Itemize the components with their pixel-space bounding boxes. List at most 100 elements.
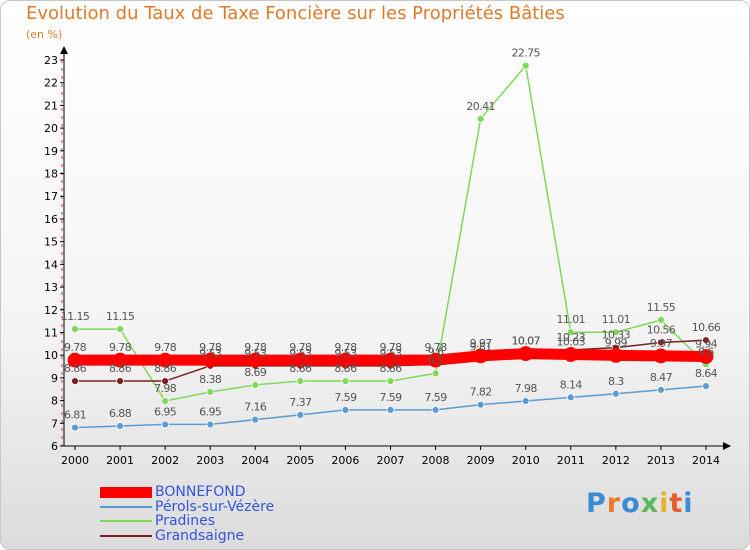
data-label: 8.14 — [560, 378, 583, 391]
legend-label: Grandsaigne — [155, 527, 245, 544]
series-point — [566, 393, 575, 402]
logo-letter: r — [606, 488, 622, 519]
data-label: 9.78 — [64, 341, 87, 354]
series-point — [296, 377, 305, 385]
y-tick-label: 11 — [44, 326, 58, 339]
series-point — [657, 316, 665, 324]
series-point — [653, 348, 669, 364]
data-label: 6.95 — [154, 405, 177, 418]
series-point — [566, 328, 575, 337]
logo-letter: i — [683, 488, 694, 519]
legend-label: Pradines — [155, 513, 216, 529]
series-point — [428, 352, 443, 368]
series-point — [71, 423, 79, 432]
series-point — [296, 410, 305, 419]
series-point — [251, 415, 260, 424]
data-label: 8.86 — [334, 362, 357, 375]
series-point — [521, 61, 530, 70]
data-label: 9.94 — [695, 338, 718, 351]
series-point — [563, 347, 579, 362]
data-label: 7.98 — [154, 382, 177, 395]
logo-letter: t — [669, 488, 684, 519]
y-tick-label: 20 — [44, 122, 58, 135]
data-label: 7.98 — [515, 382, 538, 395]
y-tick-label: 21 — [44, 99, 58, 112]
logo-letter: o — [621, 488, 641, 519]
data-label: 9.78 — [379, 341, 402, 354]
series-point — [698, 349, 714, 364]
data-label: 9.97 — [650, 337, 673, 350]
data-label: 9.53 — [289, 347, 312, 360]
data-label: 8.86 — [289, 362, 312, 375]
data-label: 7.59 — [334, 391, 357, 404]
data-label: 9.99 — [605, 336, 628, 349]
data-label: 10.33 — [602, 329, 631, 342]
series-point — [116, 422, 124, 430]
series-point — [386, 405, 395, 414]
x-tick-label: 2012 — [602, 454, 630, 467]
series-point — [608, 348, 624, 363]
data-label: 8.3 — [608, 375, 624, 388]
series-point — [611, 389, 620, 398]
y-tick-label: 12 — [44, 304, 58, 317]
data-label: 11.55 — [647, 301, 676, 314]
y-tick-label: 10 — [44, 349, 58, 362]
data-label: 9.2 — [428, 354, 444, 367]
series-point — [116, 325, 124, 333]
series-point — [292, 352, 308, 368]
series-point — [112, 352, 128, 368]
legend-swatch — [100, 520, 152, 522]
data-label: 7.37 — [289, 396, 312, 409]
series-point — [341, 405, 350, 414]
x-tick-label: 2003 — [196, 454, 224, 467]
data-label: 8.86 — [64, 362, 87, 375]
data-label: 9.81 — [470, 340, 492, 353]
x-tick-label: 2011 — [557, 454, 585, 467]
y-tick-label: 14 — [44, 258, 58, 271]
x-tick-label: 2007 — [377, 454, 405, 467]
y-tick-label: 17 — [44, 190, 58, 203]
data-label: 20.41 — [466, 100, 495, 113]
y-tick-label: 15 — [44, 236, 58, 249]
data-label: 9.78 — [109, 341, 132, 354]
data-label: 10.66 — [692, 321, 721, 334]
data-label: 7.59 — [379, 391, 402, 404]
x-tick-label: 2010 — [512, 454, 540, 467]
data-label: 9.97 — [470, 337, 493, 350]
data-label: 10.07 — [511, 335, 540, 348]
series-point — [338, 352, 353, 368]
data-label: 11.01 — [557, 313, 586, 326]
series-point — [157, 352, 173, 368]
y-tick-label: 9 — [51, 372, 58, 385]
data-label: 9.78 — [154, 341, 177, 354]
series-point — [386, 377, 395, 385]
data-label: 8.86 — [154, 362, 177, 375]
data-label: 9.78 — [289, 341, 312, 354]
data-label: 9.6 — [428, 345, 444, 358]
data-label: 9.6 — [698, 345, 714, 358]
data-label: 9.53 — [244, 347, 267, 360]
data-label: 9.78 — [244, 341, 267, 354]
x-tick-label: 2013 — [647, 454, 675, 467]
series-point — [161, 420, 170, 429]
series-point — [247, 352, 263, 368]
x-tick-label: 2000 — [61, 454, 89, 467]
series-point — [431, 369, 440, 378]
series-point — [161, 397, 170, 405]
series-point — [702, 336, 710, 345]
series-point — [251, 381, 260, 389]
legend-label: BONNEFOND — [155, 484, 246, 500]
logo-letter: x — [640, 488, 660, 519]
x-tick-label: 2005 — [286, 454, 314, 467]
x-tick-label: 2004 — [241, 454, 269, 467]
series-point — [476, 400, 485, 409]
legend-swatch — [100, 534, 152, 537]
data-label: 9.53 — [334, 347, 357, 360]
data-label: 10.07 — [511, 335, 540, 348]
legend-swatch — [100, 486, 152, 498]
series-point — [521, 397, 530, 405]
series-point — [206, 420, 215, 429]
x-axis-arrow — [723, 442, 731, 450]
